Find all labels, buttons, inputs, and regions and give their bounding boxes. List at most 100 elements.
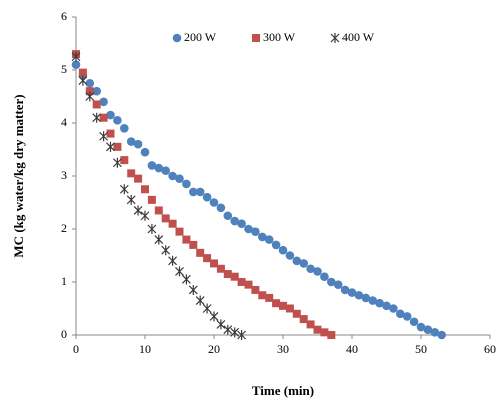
point — [209, 198, 219, 207]
point — [203, 254, 212, 263]
point — [71, 60, 81, 69]
point — [223, 270, 232, 279]
point — [216, 319, 226, 330]
x-tick-label: 20 — [208, 342, 220, 356]
point — [278, 245, 288, 255]
point — [126, 194, 136, 205]
point — [223, 324, 233, 335]
point — [120, 156, 129, 165]
point — [306, 320, 315, 329]
point — [161, 166, 170, 175]
y-axis-label: MC (kg water/kg dry matter) — [11, 94, 26, 257]
point — [140, 147, 150, 157]
point — [99, 131, 109, 142]
point — [279, 301, 287, 310]
y-tick-label: 0 — [61, 327, 67, 341]
point — [113, 142, 122, 151]
point — [182, 235, 191, 244]
point — [154, 234, 164, 245]
point — [237, 219, 246, 228]
point — [195, 295, 205, 306]
point — [188, 284, 198, 295]
point — [230, 216, 239, 226]
point — [147, 161, 157, 170]
point — [195, 187, 205, 197]
point — [189, 187, 198, 197]
point — [99, 97, 108, 107]
point — [292, 309, 301, 318]
legend-label: 300 W — [263, 30, 296, 44]
point — [244, 280, 253, 289]
point — [333, 280, 343, 289]
point — [258, 232, 267, 242]
y-tick-label: 3 — [61, 168, 67, 182]
point — [209, 311, 219, 322]
point — [134, 174, 143, 183]
point — [154, 206, 163, 215]
point — [306, 264, 315, 274]
point — [168, 255, 178, 266]
point — [223, 211, 233, 221]
point — [396, 309, 405, 319]
point — [230, 272, 239, 281]
point — [361, 293, 371, 303]
point — [264, 235, 274, 244]
point — [99, 113, 108, 122]
legend-marker — [252, 34, 260, 42]
y-tick-label: 6 — [61, 9, 67, 23]
point — [106, 110, 115, 120]
point — [368, 296, 378, 305]
x-tick-label: 30 — [277, 342, 289, 356]
point — [244, 224, 253, 234]
point — [258, 291, 267, 300]
y-tick-label: 5 — [61, 62, 67, 76]
point — [272, 299, 281, 308]
point — [216, 203, 226, 213]
point — [416, 322, 426, 332]
point — [402, 312, 412, 321]
y-tick-label: 4 — [61, 115, 67, 129]
point — [85, 87, 94, 96]
point — [327, 277, 336, 287]
point — [168, 219, 177, 228]
point — [140, 210, 150, 221]
point — [354, 290, 364, 300]
point — [78, 68, 87, 77]
x-tick-label: 10 — [139, 342, 151, 356]
point — [196, 248, 205, 257]
point — [175, 227, 184, 236]
point — [237, 330, 247, 340]
point — [299, 259, 309, 268]
point — [216, 264, 225, 273]
point — [161, 214, 170, 223]
point — [181, 274, 191, 285]
point — [292, 256, 302, 266]
x-tick-label: 40 — [346, 342, 358, 356]
point — [113, 116, 122, 125]
point — [92, 100, 101, 109]
legend-label: 400 W — [342, 30, 375, 44]
point — [210, 259, 218, 268]
point — [313, 325, 322, 334]
point — [271, 240, 281, 250]
x-tick-label: 60 — [484, 342, 496, 356]
point — [251, 285, 260, 294]
point — [127, 169, 136, 178]
x-tick-label: 0 — [73, 342, 79, 356]
y-tick-label: 2 — [61, 221, 67, 235]
point — [154, 163, 164, 173]
point — [161, 245, 171, 256]
point — [285, 304, 294, 313]
point — [202, 192, 212, 202]
point — [168, 171, 177, 181]
point — [85, 91, 95, 102]
point — [78, 75, 88, 86]
point — [112, 157, 122, 168]
point — [133, 205, 143, 216]
point — [340, 285, 350, 295]
point — [375, 298, 384, 308]
point — [189, 240, 198, 249]
legend-marker — [172, 33, 182, 43]
point — [285, 251, 295, 260]
point — [202, 303, 212, 314]
